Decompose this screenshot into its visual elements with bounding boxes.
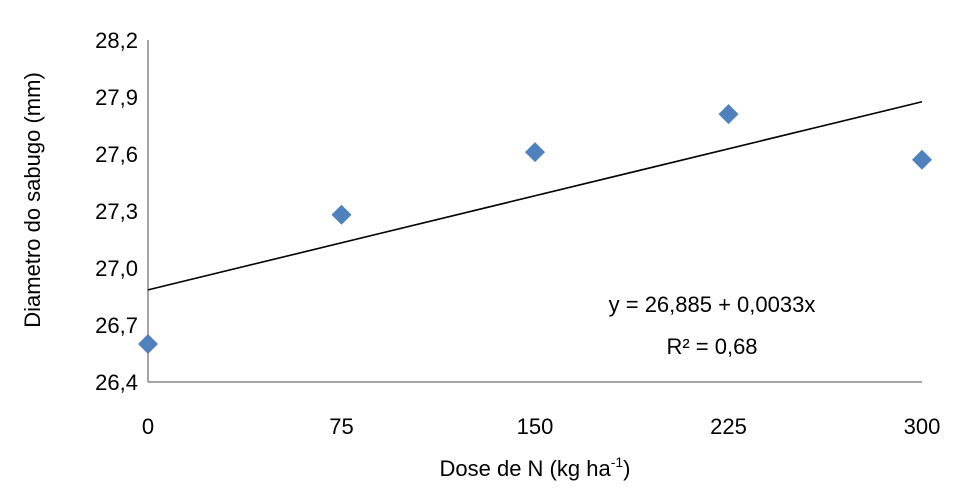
y-tick-label: 26,7 — [95, 313, 138, 338]
x-tick-label: 300 — [904, 414, 941, 439]
x-axis-label-end: ) — [623, 456, 630, 481]
data-point — [138, 334, 158, 354]
y-axis-label: Diametro do sabugo (mm) — [20, 72, 45, 328]
data-point — [912, 149, 932, 170]
x-tick-label: 150 — [517, 414, 554, 439]
trendline — [147, 100, 923, 291]
x-tick-label: 225 — [710, 414, 747, 439]
data-point — [525, 142, 545, 163]
y-tick-label: 27,9 — [95, 85, 138, 110]
y-tick-labels: 26,4 26,7 27,0 27,3 27,6 27,9 28,2 — [95, 28, 138, 395]
x-tick-label: 75 — [329, 414, 353, 439]
y-tick-label: 27,6 — [95, 142, 138, 167]
y-tick-label: 27,0 — [95, 256, 138, 281]
data-points — [138, 104, 932, 354]
y-tick-label: 27,3 — [95, 199, 138, 224]
data-point — [718, 104, 739, 125]
x-axis-label: Dose de N (kg ha-1) — [440, 454, 631, 481]
y-tick-label: 28,2 — [95, 28, 138, 53]
data-point — [331, 204, 352, 225]
x-tick-labels: 0 75 150 225 300 — [142, 414, 940, 439]
y-tick-label: 26,4 — [95, 370, 138, 395]
x-axis-label-main: Dose de N (kg ha — [440, 456, 612, 481]
axes — [147, 40, 922, 383]
r-squared-label: R² = 0,68 — [666, 334, 757, 359]
regression-equation: y = 26,885 + 0,0033x — [609, 292, 816, 317]
x-tick-label: 0 — [142, 414, 154, 439]
x-axis-label-superscript: -1 — [611, 454, 624, 470]
